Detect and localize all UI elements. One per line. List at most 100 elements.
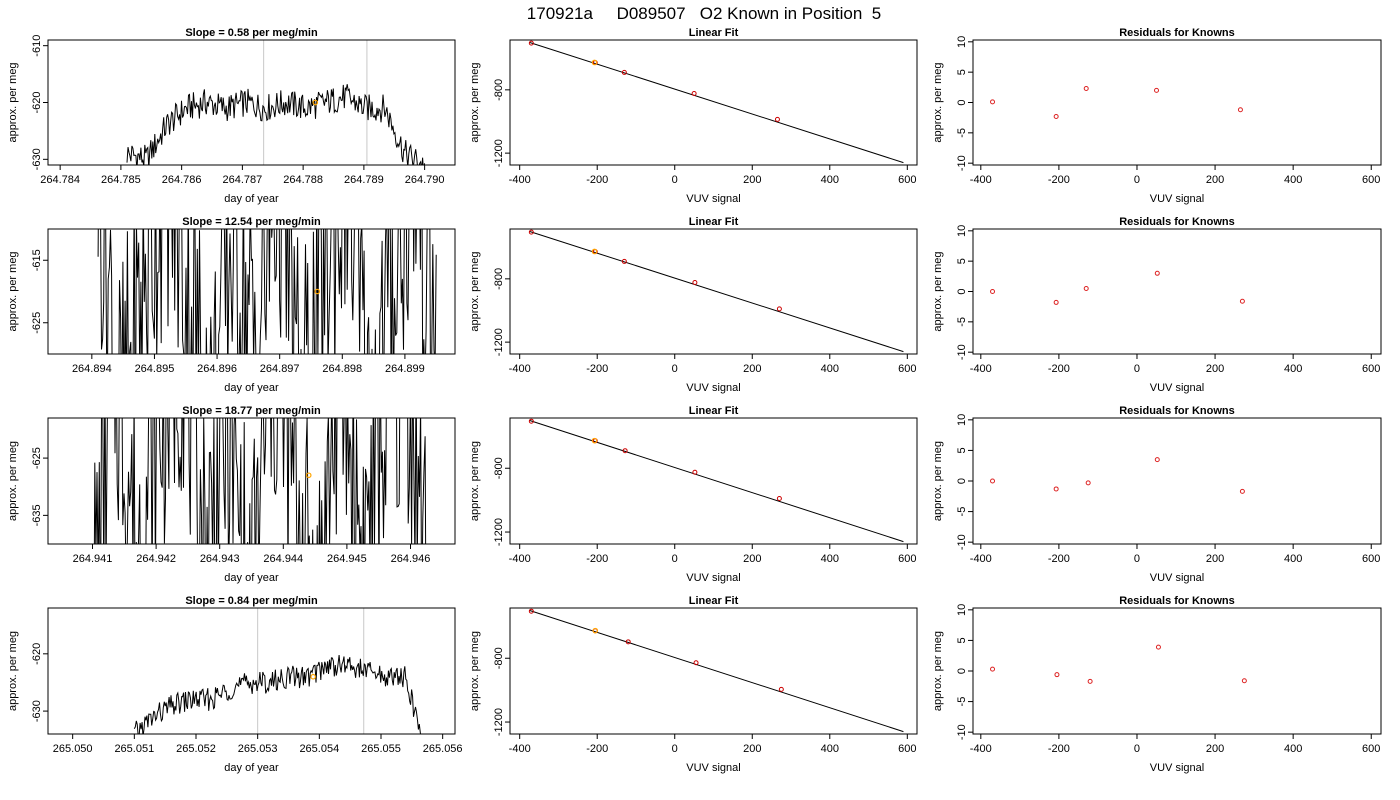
y-tick-label: -1200 — [493, 139, 505, 167]
x-tick-label: 264.786 — [162, 174, 202, 186]
y-tick-label: -5 — [956, 507, 968, 517]
x-tick-label: -200 — [586, 363, 608, 375]
data-point — [528, 40, 534, 46]
y-tick-label: -625 — [31, 312, 43, 334]
data-point — [776, 496, 782, 502]
panel-title: Residuals for Knowns — [1119, 595, 1235, 607]
x-tick-label: 265.052 — [176, 743, 216, 755]
x-tick-label: -200 — [586, 174, 608, 186]
fit-line — [529, 419, 904, 543]
x-tick-label: 400 — [821, 174, 839, 186]
data-point — [1083, 285, 1089, 291]
y-tick-label: -10 — [956, 724, 968, 740]
x-tick-label: 600 — [1362, 553, 1380, 565]
x-tick-label: -200 — [586, 743, 608, 755]
x-tick-label: 264.944 — [263, 553, 303, 565]
x-axis-label: day of year — [224, 382, 279, 394]
x-tick-label: 264.790 — [405, 174, 445, 186]
y-tick-label: 10 — [956, 414, 968, 426]
x-tick-label: 264.789 — [344, 174, 384, 186]
panel-2: Linear Fit -400 -200 0 200 400 600 -800 -1200 VUV… — [469, 27, 918, 205]
y-tick-label: -10 — [956, 155, 968, 171]
y-tick-label: -800 — [493, 647, 505, 669]
data-trace-line — [133, 655, 421, 734]
y-tick-label: -625 — [31, 447, 43, 469]
plot-frame — [509, 228, 918, 355]
x-tick-label: 600 — [898, 553, 916, 565]
x-tick-label: 264.899 — [385, 363, 425, 375]
x-tick-label: 0 — [1134, 174, 1140, 186]
plot-area — [133, 608, 421, 734]
x-tick-label: 264.788 — [283, 174, 323, 186]
x-tick-label: 600 — [1362, 743, 1380, 755]
x-tick-label: 600 — [1362, 363, 1380, 375]
plot-frame — [47, 39, 456, 166]
x-tick-label: -400 — [509, 363, 531, 375]
x-tick-label: 400 — [1284, 174, 1302, 186]
plot-area — [126, 40, 426, 165]
plot-area — [97, 229, 437, 354]
highlight-point — [314, 288, 321, 295]
panels: Slope = 0.58 per meg/min 264.784 264.785 26… — [7, 27, 1382, 774]
data-point — [1083, 86, 1089, 92]
y-tick-label: -800 — [493, 457, 505, 479]
x-tick-label: 600 — [898, 743, 916, 755]
highlight-point — [312, 99, 319, 106]
data-point — [990, 99, 996, 105]
plot-frame — [47, 607, 456, 735]
plot-frame — [509, 417, 918, 545]
data-point — [1154, 270, 1160, 276]
x-tick-label: 0 — [672, 363, 678, 375]
x-tick-label: 0 — [1134, 743, 1140, 755]
data-point — [1154, 87, 1160, 93]
highlight-point — [592, 627, 599, 634]
x-tick-label: 264.895 — [135, 363, 175, 375]
x-axis-label: VUV signal — [1150, 762, 1204, 774]
x-axis-label: VUV signal — [686, 762, 740, 774]
data-point — [1053, 113, 1059, 119]
x-tick-label: 200 — [743, 743, 761, 755]
y-axis-label: approx. per meg — [932, 631, 944, 711]
highlight-point — [591, 248, 598, 255]
x-tick-label: 400 — [821, 553, 839, 565]
plot-area — [528, 40, 904, 164]
x-tick-label: 0 — [672, 174, 678, 186]
x-tick-label: 265.054 — [299, 743, 339, 755]
data-point — [1239, 298, 1245, 304]
y-tick-label: -5 — [956, 317, 968, 327]
y-tick-label: 5 — [956, 447, 968, 453]
y-tick-label: 0 — [956, 668, 968, 674]
panel-title: Residuals for Knowns — [1119, 405, 1235, 417]
plot-frame — [509, 607, 918, 735]
x-tick-label: -200 — [1048, 743, 1070, 755]
data-trace-line — [93, 418, 427, 544]
x-axis-label: day of year — [224, 762, 279, 774]
plot-frame — [972, 417, 1382, 545]
x-tick-label: -200 — [1048, 553, 1070, 565]
panel-10: Slope = 0.84 per meg/min 265.050 265.051 26… — [7, 595, 463, 774]
x-tick-label: 264.946 — [391, 553, 431, 565]
plot-frame — [47, 417, 456, 545]
y-tick-label: -610 — [31, 35, 43, 57]
plot-frame — [972, 39, 1382, 166]
data-point — [692, 279, 698, 285]
y-tick-label: -1200 — [493, 518, 505, 546]
x-tick-label: 265.056 — [423, 743, 463, 755]
plot-frame — [509, 39, 918, 166]
plot-area — [528, 229, 904, 353]
x-axis-label: VUV signal — [686, 572, 740, 584]
panel-title: Linear Fit — [689, 216, 739, 228]
x-axis-label: VUV signal — [1150, 193, 1204, 205]
x-axis-label: VUV signal — [686, 382, 740, 394]
y-axis-label: approx. per meg — [932, 62, 944, 142]
data-point — [774, 116, 780, 122]
data-trace-line — [97, 229, 437, 354]
panel-title: Linear Fit — [689, 405, 739, 417]
y-axis-label: approx. per meg — [469, 251, 481, 331]
fit-line — [529, 609, 904, 733]
x-tick-label: -400 — [970, 553, 992, 565]
panel-title: Slope = 0.58 per meg/min — [185, 27, 318, 39]
data-point — [1239, 488, 1245, 494]
panel-1: Slope = 0.58 per meg/min 264.784 264.785 26… — [7, 27, 456, 205]
